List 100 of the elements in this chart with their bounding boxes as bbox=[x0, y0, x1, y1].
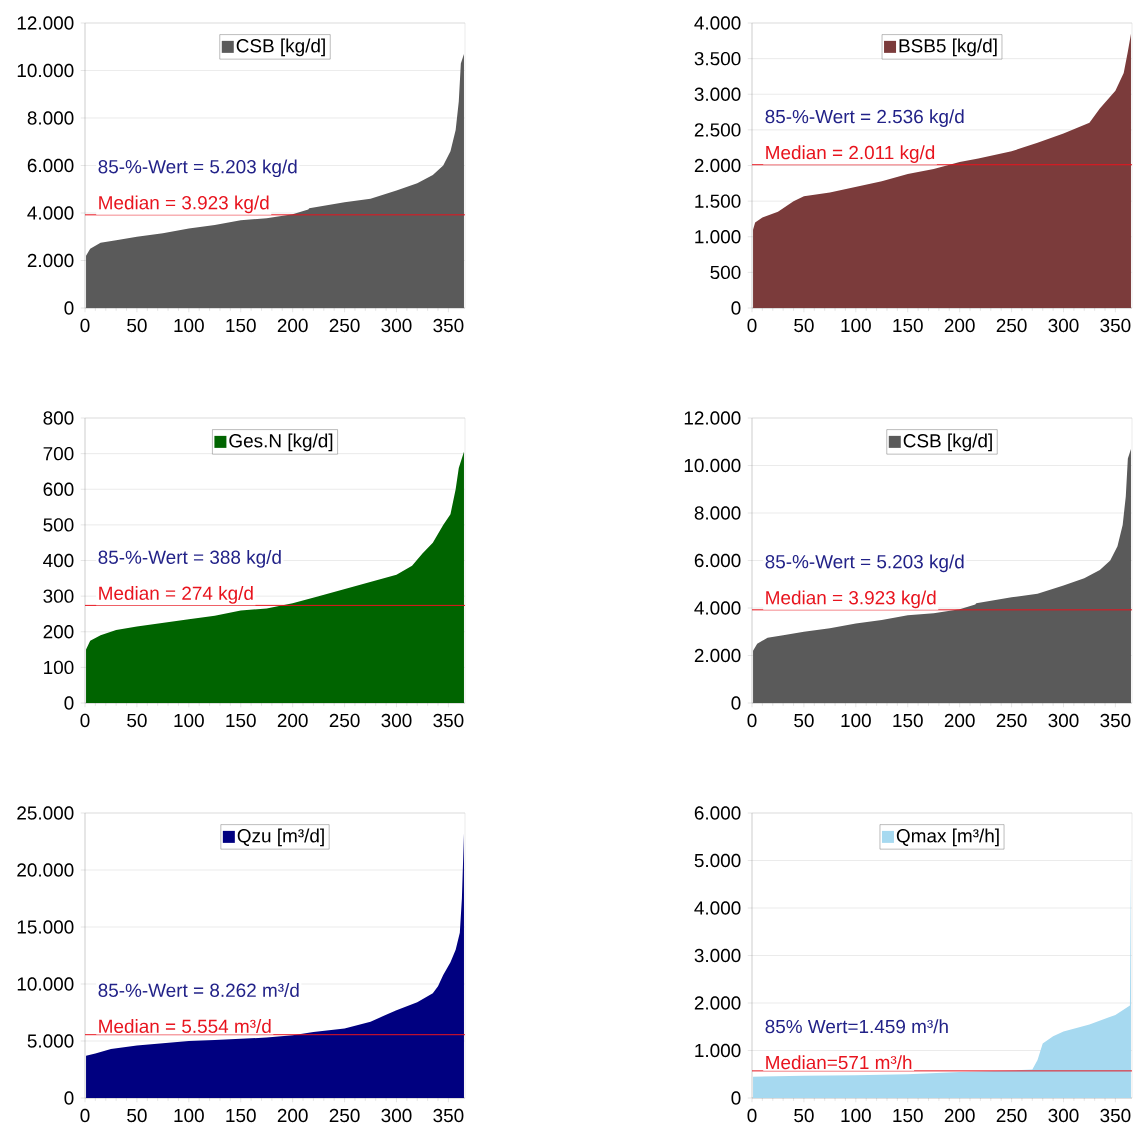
x-tick-label: 250 bbox=[996, 318, 1027, 333]
y-tick-label: 2.000 bbox=[694, 158, 741, 173]
y-tick-label: 4.000 bbox=[27, 206, 74, 220]
x-tick-label: 200 bbox=[277, 1108, 308, 1123]
y-tick-label: 800 bbox=[43, 411, 74, 425]
annotation: 85% Wert=1.459 m³/h bbox=[765, 1019, 948, 1034]
x-tick-label: 100 bbox=[174, 318, 204, 333]
annotation: 85-%-Wert = 2.536 kg/d bbox=[765, 109, 964, 128]
x-tick-label: 200 bbox=[944, 1108, 975, 1123]
x-tick-label: 250 bbox=[329, 1108, 360, 1123]
y-tick-label: 2.500 bbox=[694, 123, 741, 137]
x-tick-label: 300 bbox=[1048, 1108, 1079, 1123]
y-tick-label: 3.500 bbox=[694, 51, 741, 66]
ref-line-label: Median = 3.923 kg/d bbox=[766, 590, 936, 609]
x-tick-label: 0 bbox=[747, 318, 757, 333]
x-tick-label: 100 bbox=[841, 1108, 871, 1123]
ref-line-label: Median = 274 kg/d bbox=[99, 586, 253, 604]
y-tick-label: 0 bbox=[731, 301, 741, 315]
x-tick-label: 150 bbox=[226, 318, 256, 333]
x-tick-label: 50 bbox=[127, 318, 147, 333]
y-tick-label: 300 bbox=[43, 589, 74, 603]
x-tick-label: 350 bbox=[433, 713, 464, 728]
y-tick-label: 1.000 bbox=[695, 230, 741, 244]
y-tick-label: 4.000 bbox=[694, 601, 741, 615]
y-tick-label: 2.000 bbox=[694, 648, 741, 663]
x-tick-label: 200 bbox=[277, 318, 308, 333]
x-tick-label: 150 bbox=[226, 1108, 256, 1123]
x-tick-label: 300 bbox=[381, 713, 412, 728]
y-tick-label: 0 bbox=[731, 696, 741, 710]
y-tick-label: 600 bbox=[43, 482, 74, 496]
x-tick-label: 350 bbox=[1100, 1108, 1131, 1123]
y-tick-label: 0 bbox=[64, 301, 74, 315]
annotation: 85-%-Wert = 5.203 kg/d bbox=[765, 554, 964, 573]
x-tick-label: 300 bbox=[381, 318, 412, 333]
y-tick-label: 0 bbox=[64, 1091, 74, 1105]
annotation: 85-%-Wert = 5.203 kg/d bbox=[98, 159, 297, 178]
y-tick-label: 10.000 bbox=[17, 977, 74, 991]
y-tick-label: 500 bbox=[710, 265, 741, 280]
x-tick-label: 0 bbox=[80, 713, 90, 728]
x-tick-label: 250 bbox=[329, 713, 360, 728]
x-tick-label: 250 bbox=[996, 1108, 1027, 1123]
ref-line-label: Median = 2.011 kg/d bbox=[766, 145, 935, 164]
y-tick-label: 8.000 bbox=[27, 111, 74, 125]
y-tick-label: 500 bbox=[43, 518, 74, 532]
x-tick-label: 50 bbox=[794, 1108, 814, 1123]
x-tick-label: 50 bbox=[794, 713, 814, 728]
legend-label: Qzu [m³/d] bbox=[237, 828, 324, 847]
x-tick-label: 200 bbox=[277, 713, 308, 728]
x-tick-label: 0 bbox=[80, 318, 90, 333]
x-tick-label: 50 bbox=[127, 713, 147, 728]
x-tick-label: 250 bbox=[996, 713, 1027, 728]
y-tick-label: 25.000 bbox=[17, 806, 74, 820]
y-tick-label: 15.000 bbox=[17, 920, 74, 934]
y-tick-label: 700 bbox=[43, 446, 74, 461]
x-tick-label: 0 bbox=[747, 713, 757, 728]
y-tick-label: 100 bbox=[44, 660, 74, 675]
x-tick-label: 100 bbox=[841, 713, 871, 728]
legend-label: Qmax [m³/h] bbox=[896, 828, 999, 847]
x-tick-label: 350 bbox=[1100, 713, 1131, 728]
y-tick-label: 1.000 bbox=[695, 1043, 741, 1058]
y-tick-label: 6.000 bbox=[694, 806, 741, 820]
x-tick-label: 350 bbox=[1100, 318, 1131, 333]
y-tick-label: 4.000 bbox=[694, 16, 741, 30]
x-tick-label: 300 bbox=[1048, 713, 1079, 728]
legend-label: Ges.N [kg/d] bbox=[229, 433, 333, 452]
x-tick-label: 350 bbox=[433, 1108, 464, 1123]
x-tick-label: 50 bbox=[794, 318, 814, 333]
annotation: 85-%-Wert = 388 kg/d bbox=[98, 550, 281, 568]
x-tick-label: 200 bbox=[944, 318, 975, 333]
ref-line-label: Median = 3.923 kg/d bbox=[99, 195, 269, 214]
x-tick-label: 150 bbox=[893, 318, 923, 333]
y-tick-label: 200 bbox=[43, 625, 74, 639]
legend-label: CSB [kg/d] bbox=[903, 433, 992, 452]
y-tick-label: 400 bbox=[43, 553, 74, 568]
x-tick-label: 150 bbox=[226, 713, 256, 728]
x-tick-label: 100 bbox=[841, 318, 871, 333]
y-tick-label: 6.000 bbox=[694, 553, 741, 568]
y-tick-label: 6.000 bbox=[27, 158, 74, 173]
y-tick-label: 12.000 bbox=[684, 411, 741, 425]
x-tick-label: 200 bbox=[944, 713, 975, 728]
y-tick-label: 3.000 bbox=[694, 87, 741, 101]
y-tick-label: 3.000 bbox=[694, 948, 741, 963]
y-tick-label: 0 bbox=[731, 1091, 741, 1105]
y-tick-label: 2.000 bbox=[27, 253, 74, 268]
x-tick-label: 100 bbox=[174, 1108, 204, 1123]
y-tick-label: 2.000 bbox=[694, 996, 741, 1010]
y-tick-label: 1.500 bbox=[695, 194, 741, 208]
y-tick-label: 10.000 bbox=[684, 458, 741, 473]
annotation: 85-%-Wert = 8.262 m³/d bbox=[98, 983, 299, 997]
y-tick-label: 8.000 bbox=[694, 506, 741, 520]
x-tick-label: 0 bbox=[747, 1108, 757, 1123]
x-tick-label: 100 bbox=[174, 713, 204, 728]
x-tick-label: 350 bbox=[433, 318, 464, 333]
y-tick-label: 10.000 bbox=[17, 63, 74, 78]
legend-label: CSB [kg/d] bbox=[236, 38, 325, 57]
x-tick-label: 0 bbox=[80, 1108, 90, 1123]
x-tick-label: 150 bbox=[893, 1108, 923, 1123]
ref-line-label: Median=571 m³/h bbox=[766, 1055, 912, 1070]
x-tick-label: 50 bbox=[127, 1108, 147, 1123]
x-tick-label: 300 bbox=[1048, 318, 1079, 333]
